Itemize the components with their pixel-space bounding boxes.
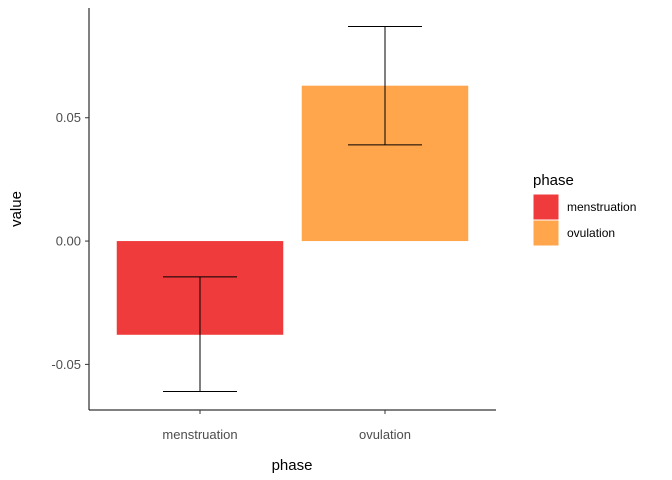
error-bars (163, 25, 422, 393)
legend-title: phase (533, 172, 574, 189)
legend: phase menstruation ovulation (532, 172, 636, 247)
y-axis-title: value (8, 191, 25, 227)
y-tick-label: 0.00 (56, 234, 81, 249)
bars (116, 85, 469, 335)
error-bar-menstruation (163, 276, 237, 393)
y-tick-label: 0.05 (56, 110, 81, 125)
error-bar-ovulation (348, 25, 422, 146)
x-axis-title: phase (272, 457, 313, 474)
legend-label-menstruation: menstruation (567, 200, 636, 214)
x-tick-label: ovulation (359, 427, 411, 442)
legend-key-ovulation (532, 219, 560, 247)
legend-key-menstruation (532, 193, 560, 221)
x-tick-label: menstruation (162, 427, 237, 442)
y-tick-label: -0.05 (51, 357, 81, 372)
plot-area: -0.05 0.00 0.05 menstruation ovulation (51, 8, 496, 442)
y-axis-ticks: -0.05 0.00 0.05 (51, 110, 89, 372)
legend-items: menstruation ovulation (532, 193, 636, 247)
x-axis-ticks: menstruation ovulation (162, 410, 411, 442)
legend-label-ovulation: ovulation (567, 226, 615, 240)
